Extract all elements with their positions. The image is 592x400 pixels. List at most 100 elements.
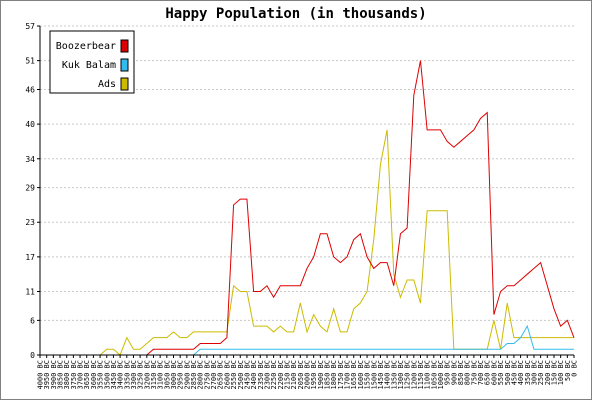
x-tick-label: 1300 BC: [397, 360, 405, 390]
x-tick-label: 500 BC: [504, 360, 512, 385]
x-tick-label: 3550 BC: [97, 360, 105, 390]
x-tick-label: 1850 BC: [324, 360, 332, 390]
x-tick-label: 3950 BC: [43, 360, 51, 390]
x-tick-label: 1450 BC: [377, 360, 385, 390]
x-tick-label: 650 BC: [484, 360, 492, 385]
chart-title: Happy Population (in thousands): [165, 6, 426, 22]
x-tick-label: 1250 BC: [404, 360, 412, 390]
x-tick-label: 4000 BC: [37, 360, 45, 390]
x-tick-label: 2250 BC: [270, 360, 278, 390]
x-tick-label: 250 BC: [537, 360, 545, 385]
x-tick-label: 3400 BC: [117, 360, 125, 390]
x-tick-label: 1050 BC: [430, 360, 438, 390]
x-tick-label: 450 BC: [510, 360, 518, 385]
x-tick-label: 1400 BC: [384, 360, 392, 390]
y-tick-labels: 0 6 11 17 23 29 34 40 46 51 57: [25, 22, 40, 360]
x-tick-label: 350 BC: [524, 360, 532, 385]
x-tick-label: 2200 BC: [277, 360, 285, 390]
x-tick-label: 3900 BC: [50, 360, 58, 390]
x-tick-label: 2700 BC: [210, 360, 218, 390]
x-tick-label: 2150 BC: [283, 360, 291, 390]
y-tick-label: 23: [25, 218, 35, 227]
y-tick-label: 17: [25, 253, 35, 262]
x-tick-label: 3050 BC: [163, 360, 171, 390]
x-tick-label: 1950 BC: [310, 360, 318, 390]
x-tick-label: 1000 BC: [437, 360, 445, 390]
x-tick-label: 2000 BC: [304, 360, 312, 390]
y-tick-label: 57: [25, 22, 35, 31]
x-tick-label: 1800 BC: [330, 360, 338, 390]
x-tick-label: 1200 BC: [410, 360, 418, 390]
x-tick-label: 3700 BC: [77, 360, 85, 390]
x-tick-label: 750 BC: [470, 360, 478, 385]
x-tick-label: 850 BC: [457, 360, 465, 385]
x-tick-label: 550 BC: [497, 360, 505, 385]
x-tick-label: 2900 BC: [183, 360, 191, 390]
x-tick-label: 2850 BC: [190, 360, 198, 390]
x-tick-label: 600 BC: [490, 360, 498, 385]
x-tick-label: 1500 BC: [370, 360, 378, 390]
x-tick-label: 3500 BC: [103, 360, 111, 390]
x-tick-label: 100 BC: [557, 360, 565, 385]
x-tick-label: 2750 BC: [203, 360, 211, 390]
x-tick-label: 3300 BC: [130, 360, 138, 390]
x-tick-label: 1550 BC: [364, 360, 372, 390]
x-tick-label: 3150 BC: [150, 360, 158, 390]
legend-swatch: [120, 39, 129, 53]
x-tick-label: 2950 BC: [177, 360, 185, 390]
x-tick-label: 150 BC: [550, 360, 558, 385]
x-tick-label: 3850 BC: [57, 360, 65, 390]
y-tick-label: 51: [25, 57, 35, 66]
x-tick-label: 3750 BC: [70, 360, 78, 390]
x-tick-label: 2800 BC: [197, 360, 205, 390]
legend-label: Kuk Balam: [62, 60, 116, 71]
x-tick-label: 3350 BC: [123, 360, 131, 390]
x-tick-label: 2650 BC: [217, 360, 225, 390]
y-tick-label: 34: [25, 155, 35, 164]
x-tick-label: 700 BC: [477, 360, 485, 385]
x-tick-label: 3650 BC: [83, 360, 91, 390]
x-tick-label: 3600 BC: [90, 360, 98, 390]
x-tick-label: 800 BC: [464, 360, 472, 385]
x-tick-label: 1100 BC: [424, 360, 432, 390]
x-tick-label: 3100 BC: [157, 360, 165, 390]
x-tick-label: 1900 BC: [317, 360, 325, 390]
x-tick-label: 900 BC: [450, 360, 458, 385]
x-tick-label: 300 BC: [530, 360, 538, 385]
y-tick-label: 46: [25, 85, 35, 94]
y-tick-label: 29: [25, 184, 35, 193]
x-tick-label: 3800 BC: [63, 360, 71, 390]
x-tick-label: 2050 BC: [297, 360, 305, 390]
x-tick-label: 1750 BC: [337, 360, 345, 390]
x-tick-label: 2300 BC: [263, 360, 271, 390]
x-tick-label: 3000 BC: [170, 360, 178, 390]
legend-label: Boozerbear: [56, 41, 116, 52]
x-tick-label: 1600 BC: [357, 360, 365, 390]
legend-box: [49, 30, 135, 94]
x-tick-label: 200 BC: [544, 360, 552, 385]
y-tick-label: 6: [30, 316, 35, 325]
legend-swatch: [120, 77, 129, 91]
x-tick-label: 950 BC: [444, 360, 452, 385]
legend-swatch: [120, 58, 129, 72]
x-tick-label: 1700 BC: [344, 360, 352, 390]
x-tick-label: 400 BC: [517, 360, 525, 385]
x-tick-label: 2450 BC: [243, 360, 251, 390]
y-tick-label: 40: [25, 120, 35, 129]
x-tick-label: 2550 BC: [230, 360, 238, 390]
x-tick-label: 3250 BC: [137, 360, 145, 390]
x-tick-label: 2400 BC: [250, 360, 258, 390]
x-tick-label: 50 BC: [564, 360, 572, 381]
x-tick-label: 1650 BC: [350, 360, 358, 390]
y-tick-label: 0: [30, 351, 35, 360]
legend: Boozerbear Kuk Balam Ads: [49, 30, 135, 94]
legend-label: Ads: [98, 79, 116, 90]
y-tick-label: 11: [25, 288, 35, 297]
x-tick-label: 2500 BC: [237, 360, 245, 390]
x-tick-label: 1150 BC: [417, 360, 425, 390]
x-tick-label: 3200 BC: [143, 360, 151, 390]
x-tick-label: 2350 BC: [257, 360, 265, 390]
